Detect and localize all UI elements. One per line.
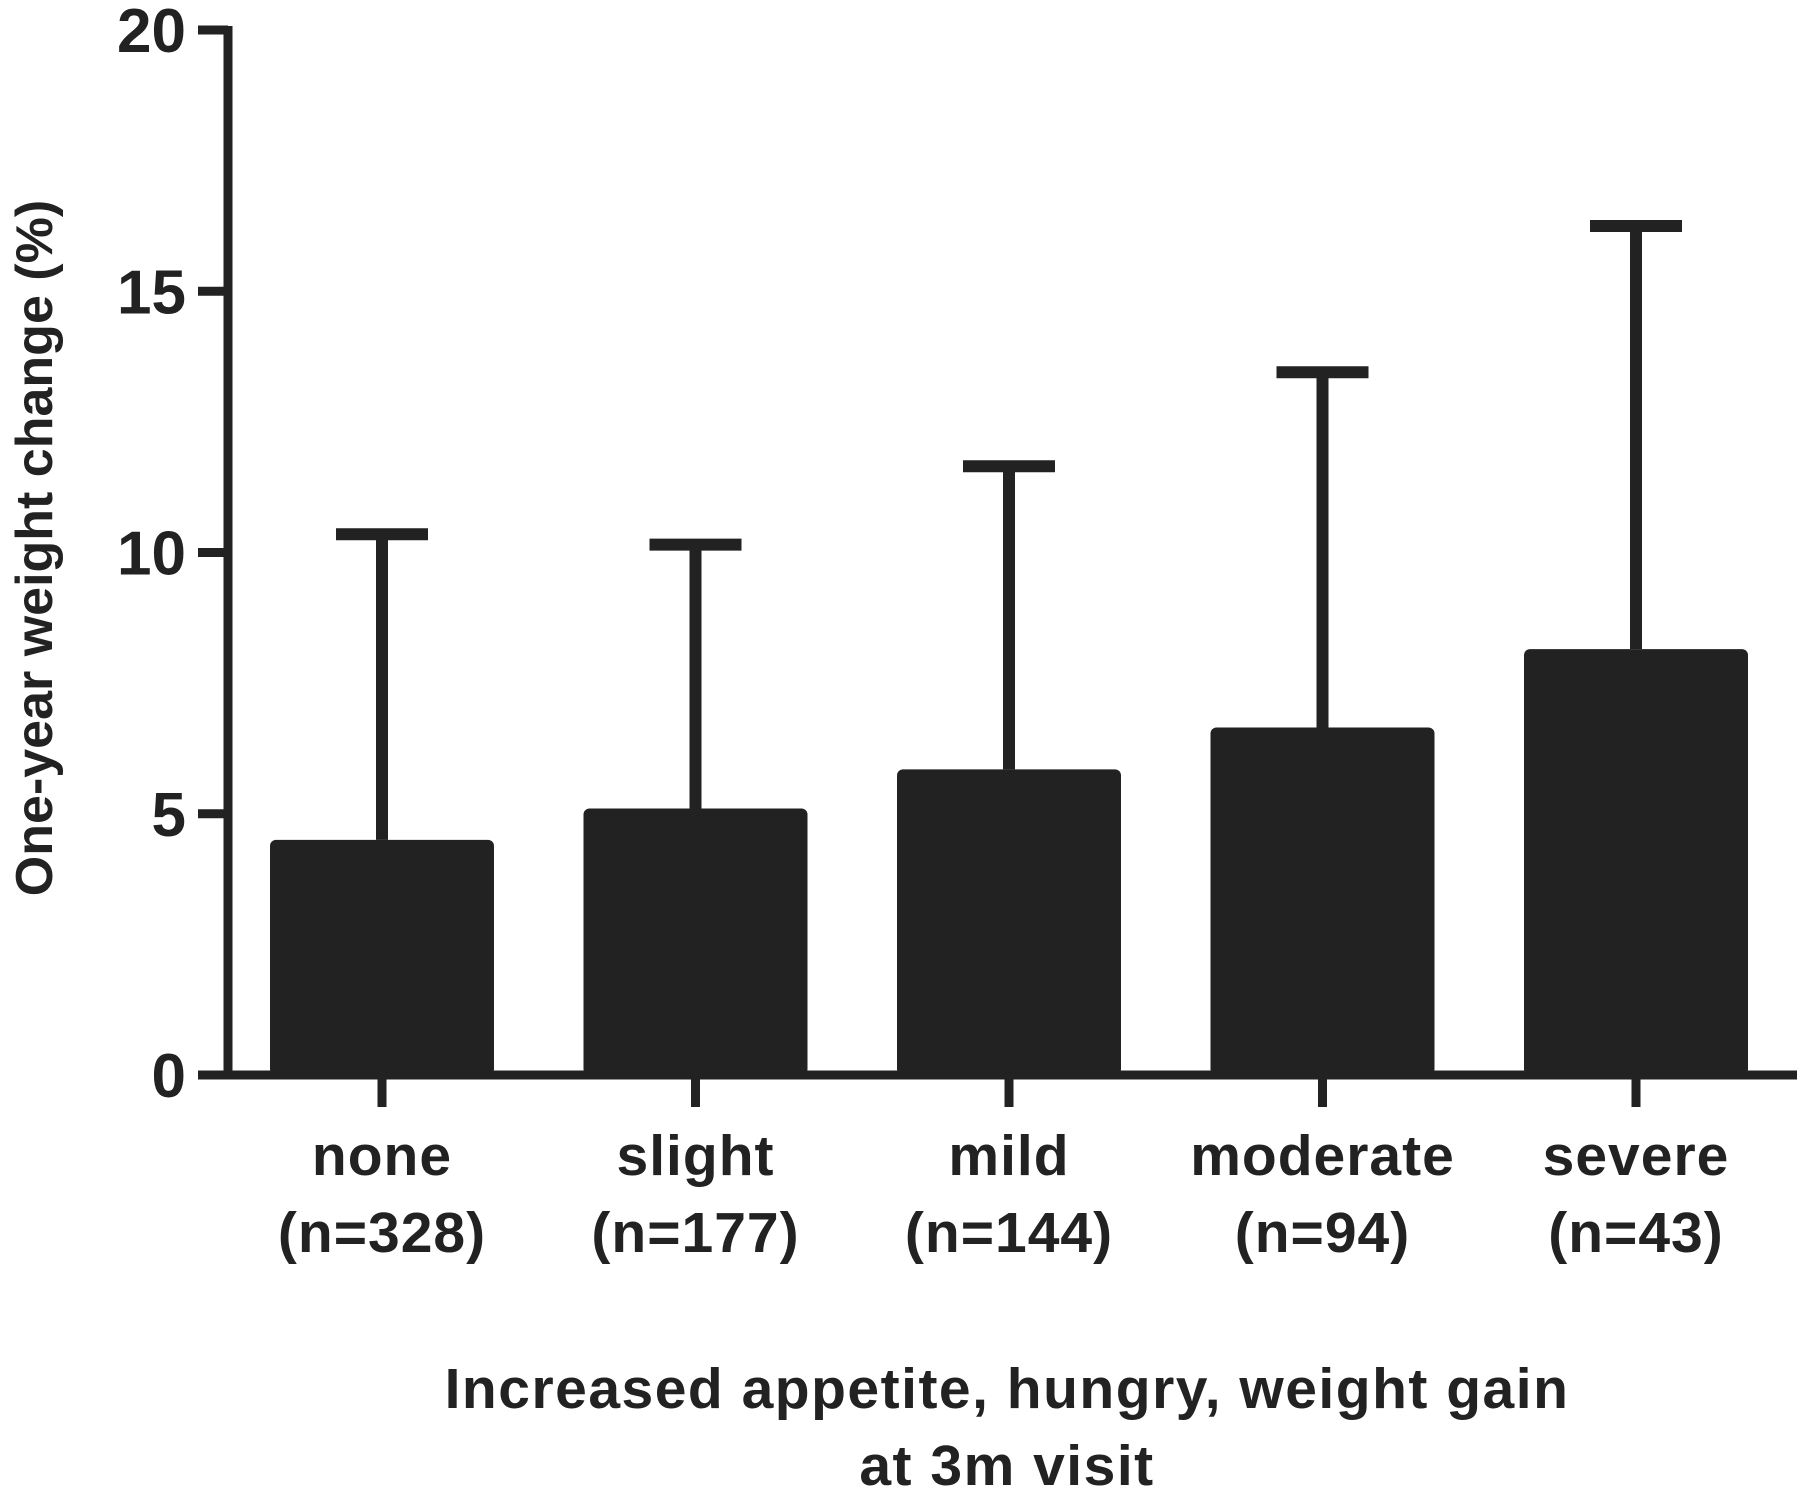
x-tick-label: none: [312, 1124, 452, 1188]
x-axis-ticks: none (n=328) slight (n=177) mild (n=144) moder…: [278, 1075, 1730, 1265]
x-tick-label: slight: [617, 1124, 775, 1188]
x-tick-count-label: (n=328): [278, 1201, 486, 1265]
y-tick-label: 15: [117, 258, 186, 327]
x-tick-count-label: (n=94): [1235, 1201, 1410, 1265]
y-axis-ticks: 0 5 10 15 20: [117, 0, 228, 1111]
x-tick-label: moderate: [1190, 1124, 1455, 1188]
bar-slight: [583, 808, 808, 1075]
bars: [270, 219, 1748, 1075]
y-axis-label: One-year weight change (%): [6, 200, 64, 896]
x-axis-label-line-2: at 3m visit: [859, 1434, 1154, 1495]
y-tick-label: 20: [117, 0, 186, 66]
y-tick-label: 10: [117, 520, 186, 589]
y-tick-label: 0: [152, 1042, 186, 1111]
x-tick-count-label: (n=144): [905, 1201, 1113, 1265]
y-tick-label: 5: [152, 781, 186, 850]
x-tick-count-label: (n=177): [591, 1201, 799, 1265]
x-tick-label: mild: [948, 1124, 1069, 1188]
bar-mild: [897, 769, 1121, 1075]
bar-none: [270, 839, 494, 1075]
x-tick-count-label: (n=43): [1548, 1201, 1723, 1265]
x-axis-label-line-1: Increased appetite, hungry, weight gain: [445, 1357, 1570, 1421]
x-tick-label: severe: [1543, 1124, 1730, 1188]
bar-moderate: [1210, 727, 1435, 1075]
bar-severe: [1524, 649, 1748, 1075]
